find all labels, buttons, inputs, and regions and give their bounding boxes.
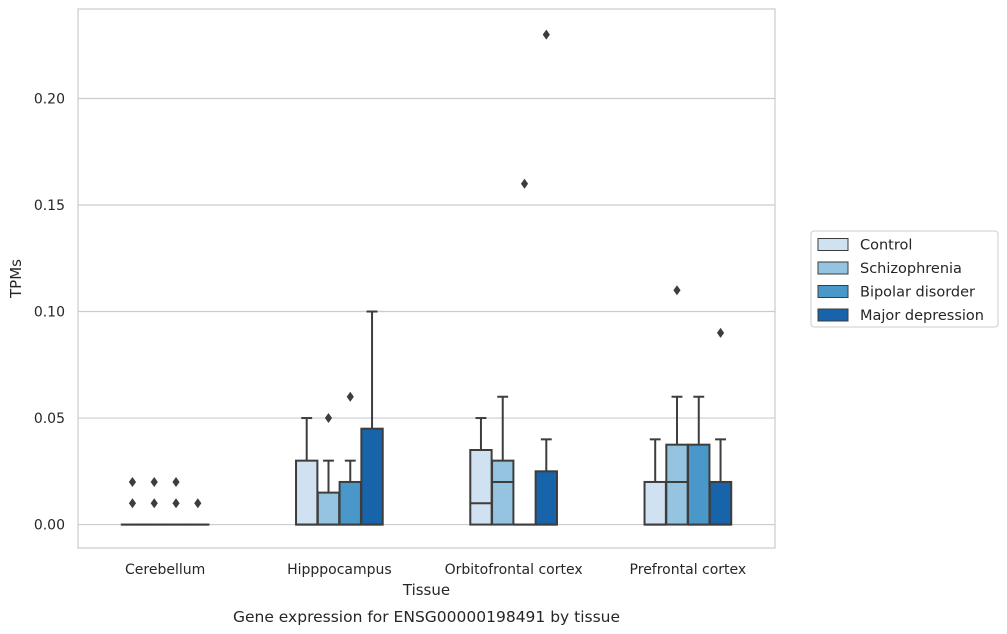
outlier-point bbox=[542, 29, 550, 40]
legend-swatch bbox=[817, 308, 849, 322]
x-tick-label: Hipppocampus bbox=[287, 562, 392, 578]
outlier-point bbox=[346, 391, 354, 402]
box bbox=[360, 427, 384, 526]
y-tick-label: 0.00 bbox=[34, 518, 65, 534]
series-2 bbox=[164, 178, 711, 526]
y-axis-label: TPMs bbox=[7, 259, 25, 299]
series-3 bbox=[186, 29, 733, 526]
y-tick-label: 0.20 bbox=[34, 91, 65, 107]
x-tick-label: Prefrontal cortex bbox=[630, 562, 747, 578]
y-tick-label: 0.05 bbox=[34, 411, 65, 427]
figure-caption: Gene expression for ENSG00000198491 by t… bbox=[233, 608, 620, 626]
box bbox=[316, 491, 341, 526]
box bbox=[469, 449, 493, 526]
series-0 bbox=[120, 417, 667, 526]
legend-label: Control bbox=[860, 238, 912, 254]
y-tick-label: 0.10 bbox=[34, 305, 65, 321]
x-axis-label: Tissue bbox=[402, 581, 450, 599]
box bbox=[491, 459, 515, 526]
box bbox=[665, 443, 689, 526]
x-tick-label: Orbitofrontal cortex bbox=[445, 562, 583, 578]
legend-swatch bbox=[817, 285, 849, 298]
outlier-point bbox=[716, 327, 725, 338]
legend-swatch bbox=[817, 238, 849, 251]
y-tick-labels: 0.00 0.05 0.10 0.15 0.20 bbox=[34, 91, 65, 533]
plot-area-frame bbox=[77, 8, 776, 549]
series-1 bbox=[142, 285, 689, 526]
x-tick-labels: Cerebellum Hipppocampus Orbitofrontal cort… bbox=[125, 562, 746, 578]
legend-swatch bbox=[817, 261, 849, 275]
legend-label: Major depression bbox=[860, 308, 984, 324]
outlier-point bbox=[673, 285, 681, 296]
box bbox=[534, 470, 558, 526]
box bbox=[687, 443, 711, 526]
outlier-point bbox=[324, 413, 333, 424]
box bbox=[643, 480, 667, 526]
outlier-point bbox=[172, 476, 180, 487]
outlier-point bbox=[128, 498, 137, 509]
legend: Control Schizophrenia Bipolar disorder Majo… bbox=[810, 230, 999, 328]
outlier-point bbox=[194, 498, 202, 509]
box bbox=[295, 459, 319, 526]
legend-frame bbox=[810, 230, 999, 328]
box-series bbox=[120, 29, 733, 526]
outlier-point bbox=[150, 498, 158, 509]
box bbox=[708, 480, 733, 526]
outlier-point bbox=[172, 498, 180, 509]
outlier-point bbox=[520, 178, 529, 189]
y-tick-label: 0.15 bbox=[34, 198, 65, 214]
outlier-point bbox=[150, 476, 158, 487]
outlier-point bbox=[128, 476, 137, 487]
legend-label: Bipolar disorder bbox=[860, 285, 975, 301]
legend-label: Schizophrenia bbox=[860, 261, 962, 277]
box bbox=[338, 480, 362, 526]
legend-items: Control Schizophrenia Bipolar disorder Majo… bbox=[817, 238, 984, 324]
x-tick-label: Cerebellum bbox=[125, 562, 205, 578]
